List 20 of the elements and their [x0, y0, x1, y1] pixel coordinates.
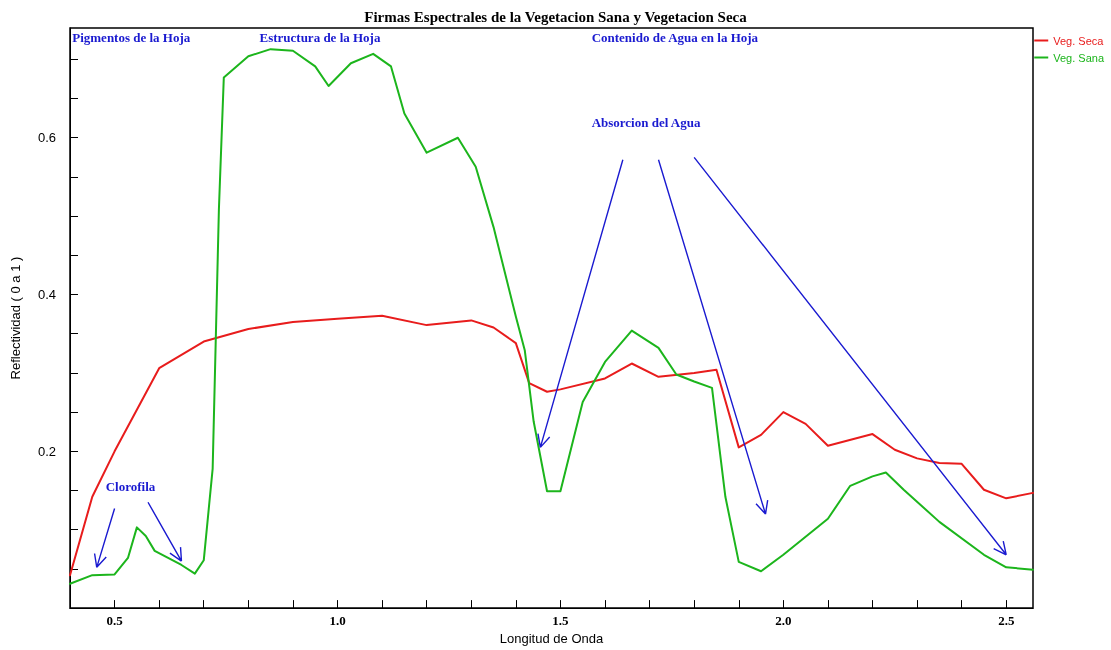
x-tick-label: 1.5: [552, 613, 570, 629]
x-tick-label: 0.5: [106, 613, 124, 629]
chart-title: Firmas Espectrales de la Vegetacion Sana y Vegetacion Seca: [364, 8, 748, 25]
line-series: [69, 48, 1034, 585]
x-tick-label: 2.0: [775, 613, 792, 629]
y-axis-title: Reflectividad ( 0 a 1 ): [8, 256, 23, 380]
x-tick-label: 1.0: [329, 613, 346, 629]
annotation: Pigmentos de la Hoja: [72, 29, 191, 45]
annotation: Absorcion del Agua: [591, 114, 701, 130]
line-series: [69, 314, 1034, 577]
annotation: Estructura de la Hoja: [259, 29, 381, 45]
y-tick-label: 0.4: [37, 287, 56, 303]
x-axis-title: Longitud de Onda: [499, 631, 604, 646]
legend-label: Veg. Sana: [1053, 51, 1105, 64]
annotation: Clorofila: [105, 479, 156, 495]
annotation: Contenido de Agua en la Hoja: [591, 29, 759, 45]
y-tick-label: 0.2: [37, 443, 56, 459]
y-tick-label: 0.6: [37, 130, 56, 146]
legend-label: Veg. Seca: [1053, 34, 1105, 47]
x-tick-label: 2.5: [998, 613, 1015, 629]
